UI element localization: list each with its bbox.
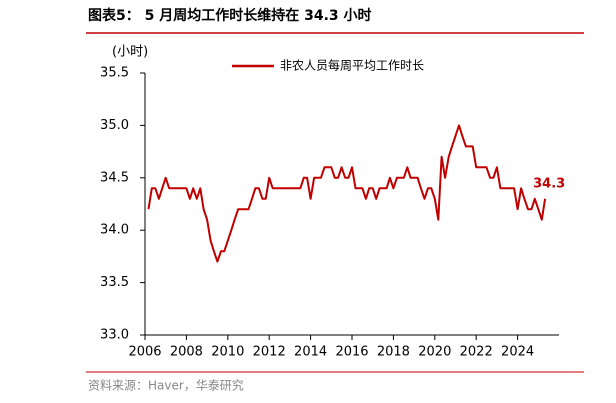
y-axis-label: (小时) (112, 45, 148, 60)
x-tick-label: 2024 (501, 345, 534, 360)
chart-title: 图表5： 5 月周均工作时长维持在 34.3 小时 (88, 7, 372, 24)
legend-label: 非农人员每周平均工作时长 (280, 58, 424, 73)
line-series (147, 124, 547, 263)
x-tick-label: 2016 (335, 345, 368, 360)
x-tick-label: 2006 (128, 345, 161, 360)
y-tick-label: 33.5 (100, 275, 129, 290)
x-tick-label: 2018 (377, 345, 410, 360)
y-tick-label: 34.5 (100, 170, 129, 185)
x-tick-label: 2008 (170, 345, 203, 360)
x-tick-label: 2022 (460, 345, 493, 360)
y-tick-label: 34.0 (100, 223, 129, 238)
x-tick-label: 2020 (418, 345, 451, 360)
x-tick-label: 2012 (253, 345, 286, 360)
x-tick-label: 2010 (211, 345, 244, 360)
y-tick-label: 33.0 (100, 328, 129, 343)
x-tick-label: 2014 (294, 345, 327, 360)
y-tick-label: 35.0 (100, 118, 129, 133)
end-label: 34.3 (533, 176, 565, 191)
source: 资料来源：Haver，华泰研究 (88, 378, 244, 393)
y-tick-label: 35.5 (100, 66, 129, 81)
